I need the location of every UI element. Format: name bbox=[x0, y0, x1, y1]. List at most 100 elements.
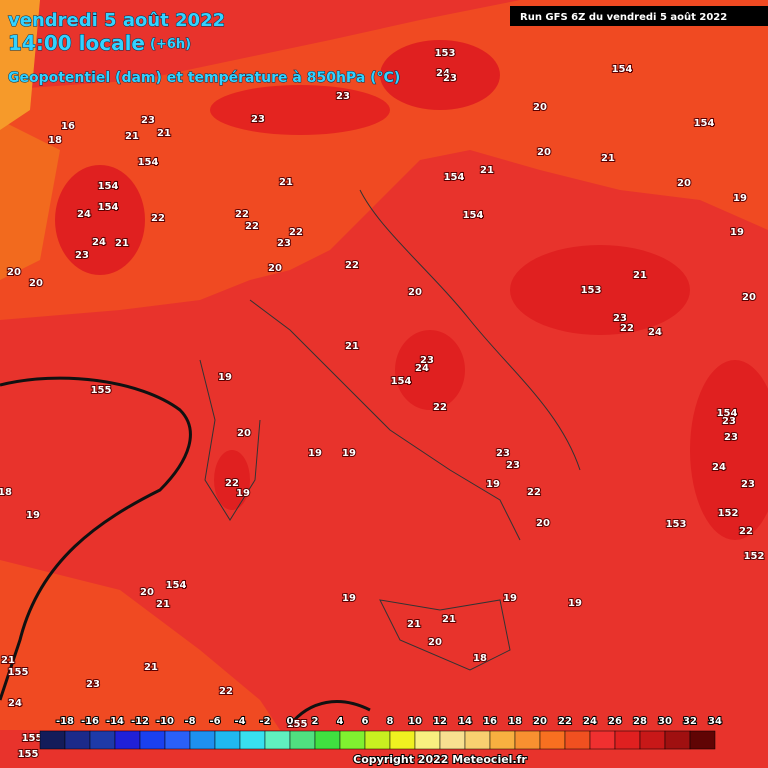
colorbar-swatch bbox=[439, 730, 466, 750]
colorbar-swatch bbox=[314, 730, 341, 750]
colorbar-label: 28 bbox=[633, 716, 647, 727]
map-value: 20 bbox=[677, 178, 691, 189]
map-value: 21 bbox=[157, 128, 171, 139]
map-value: 19 bbox=[503, 593, 517, 604]
map-value: 19 bbox=[342, 593, 356, 604]
map-value: 22 bbox=[739, 526, 753, 537]
map-value: 24 bbox=[648, 327, 662, 338]
map-value: 154 bbox=[717, 408, 738, 419]
map-value: 155 bbox=[91, 385, 112, 396]
map-value: 23 bbox=[251, 114, 265, 125]
map-value: 153 bbox=[435, 48, 456, 59]
map-value: 154 bbox=[166, 580, 187, 591]
isohypse bbox=[288, 700, 371, 726]
colorbar-swatch bbox=[139, 730, 166, 750]
run-box bbox=[510, 6, 768, 26]
coastline bbox=[199, 189, 581, 671]
map-value: 155 bbox=[287, 719, 308, 730]
map-value: 19 bbox=[342, 448, 356, 459]
map-value: 19 bbox=[568, 598, 582, 609]
map-value: 21 bbox=[601, 153, 615, 164]
map-value: 20 bbox=[408, 287, 422, 298]
map-value: 22 bbox=[289, 227, 303, 238]
colorbar-swatch bbox=[689, 730, 716, 750]
colorbar-label: 24 bbox=[583, 716, 597, 727]
colorbar-label: 14 bbox=[458, 716, 472, 727]
map-value: 22 bbox=[245, 221, 259, 232]
map-value: 22 bbox=[219, 686, 233, 697]
colorbar-swatch bbox=[514, 730, 541, 750]
colorbar-label: -2 bbox=[259, 716, 270, 727]
warm-area bbox=[0, 0, 768, 320]
colorbar-swatch bbox=[614, 730, 641, 750]
map-value: 19 bbox=[308, 448, 322, 459]
subtitle: Geopotentiel (dam) et température à 850h… bbox=[8, 70, 400, 86]
colorbar-label: -6 bbox=[209, 716, 220, 727]
map-value: 19 bbox=[730, 227, 744, 238]
colorbar-label: 4 bbox=[337, 716, 344, 727]
colorbar-swatch bbox=[664, 730, 691, 750]
warm-area bbox=[0, 0, 40, 130]
map-value: 23 bbox=[75, 250, 89, 261]
map-value: 152 bbox=[744, 551, 765, 562]
map-value: 152 bbox=[718, 508, 739, 519]
warm-area bbox=[0, 120, 60, 280]
colorbar-label: -16 bbox=[81, 716, 99, 727]
map-value: 20 bbox=[140, 587, 154, 598]
map-value: 24 bbox=[92, 237, 106, 248]
colorbar-label: 26 bbox=[608, 716, 622, 727]
colorbar-swatch bbox=[114, 730, 141, 750]
copyright: Copyright 2022 Meteociel.fr bbox=[353, 753, 527, 766]
colorbar-swatch bbox=[289, 730, 316, 750]
map-value: 22 bbox=[527, 487, 541, 498]
map-value: 23 bbox=[613, 313, 627, 324]
colorbar-label: 32 bbox=[683, 716, 697, 727]
colorbar-swatch bbox=[489, 730, 516, 750]
map-value: 21 bbox=[1, 655, 15, 666]
map-value: 20 bbox=[428, 637, 442, 648]
colorbar-swatch bbox=[464, 730, 491, 750]
map-value: 24 bbox=[8, 698, 22, 709]
map-value: 154 bbox=[391, 376, 412, 387]
hot-area bbox=[690, 360, 768, 540]
map-value: 20 bbox=[742, 292, 756, 303]
map-value: 20 bbox=[533, 102, 547, 113]
map-value: 154 bbox=[612, 64, 633, 75]
colorbar-swatch bbox=[414, 730, 441, 750]
map-value: 22 bbox=[620, 323, 634, 334]
map-value: 19 bbox=[236, 488, 250, 499]
colorbar-label: -8 bbox=[184, 716, 195, 727]
colorbar-swatch bbox=[389, 730, 416, 750]
colorbar-label: -4 bbox=[234, 716, 245, 727]
map-value: 21 bbox=[156, 599, 170, 610]
colorbar: -18 -16 -14 -12 -10 -8 -6 -4 -2 0 2 4 6 8 10 12 14 16 18 20… bbox=[39, 715, 723, 750]
map-value: 21 bbox=[125, 131, 139, 142]
map-value: 20 bbox=[536, 518, 550, 529]
map-value: 22 bbox=[235, 209, 249, 220]
colorbar-label: -18 bbox=[56, 716, 74, 727]
colorbar-swatch bbox=[189, 730, 216, 750]
map-value: 23 bbox=[724, 432, 738, 443]
map-value: 21 bbox=[407, 619, 421, 630]
colorbar-label: 12 bbox=[433, 716, 447, 727]
map-value: 155 bbox=[18, 749, 39, 760]
colorbar-label: 2 bbox=[312, 716, 319, 727]
colorbar-swatch bbox=[89, 730, 116, 750]
map-value: 20 bbox=[537, 147, 551, 158]
map-value: 22 bbox=[151, 213, 165, 224]
colorbar-label: 8 bbox=[387, 716, 394, 727]
map-value: 153 bbox=[581, 285, 602, 296]
map-value: 22 bbox=[225, 478, 239, 489]
map-value: 16 bbox=[61, 121, 75, 132]
hot-area bbox=[380, 40, 500, 110]
warm-area bbox=[0, 560, 280, 730]
colorbar-swatch bbox=[564, 730, 591, 750]
map-value: 20 bbox=[268, 263, 282, 274]
colorbar-label: -12 bbox=[131, 716, 149, 727]
colorbar-swatch bbox=[239, 730, 266, 750]
hot-area bbox=[214, 450, 250, 510]
map-value: 154 bbox=[444, 172, 465, 183]
map-value: 22 bbox=[345, 260, 359, 271]
map-value: 155 bbox=[8, 667, 29, 678]
